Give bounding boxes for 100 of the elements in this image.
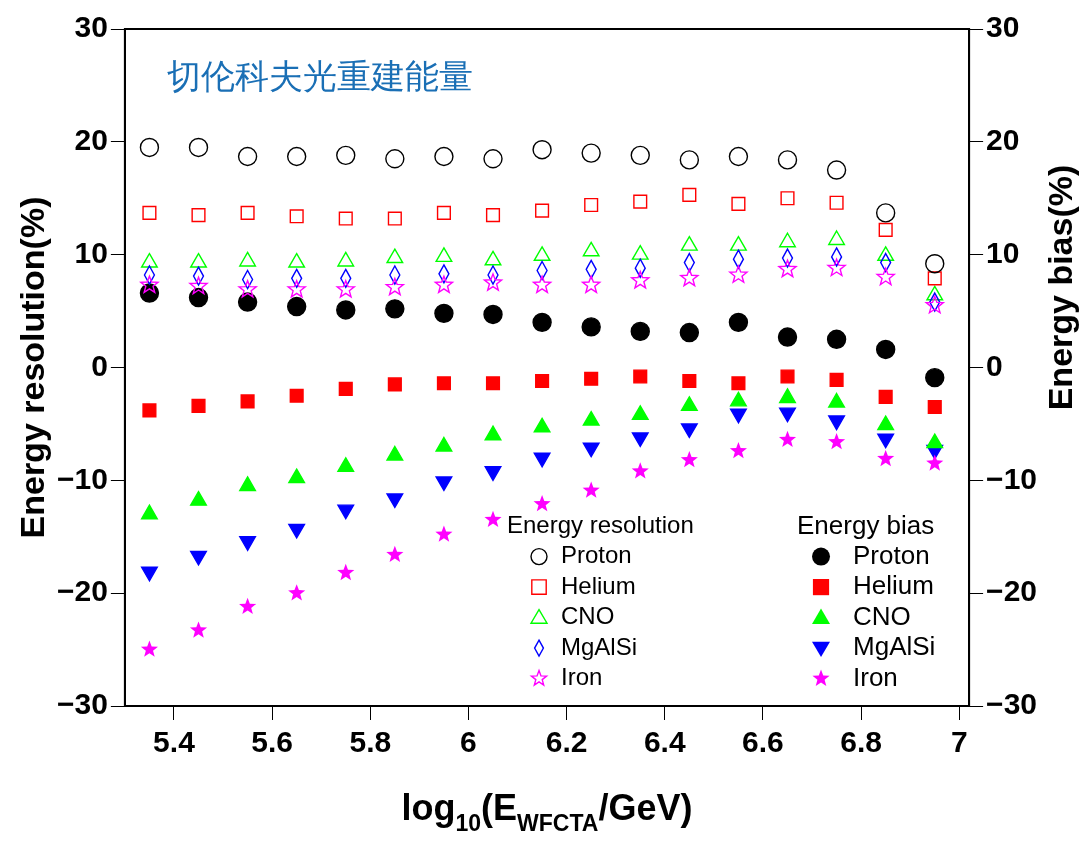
legend-label: Proton (561, 541, 632, 569)
point (238, 279, 257, 298)
point (828, 432, 846, 450)
y2-tick-label: −30 (986, 687, 1037, 721)
point (485, 376, 501, 391)
point (532, 275, 552, 294)
point (679, 150, 700, 170)
point (731, 376, 746, 391)
point (140, 640, 158, 657)
legend-label: Proton (853, 539, 930, 570)
point (385, 277, 405, 296)
point (827, 258, 846, 277)
point (239, 597, 257, 614)
point (387, 211, 402, 226)
point (533, 246, 551, 261)
point (239, 476, 257, 492)
point (435, 247, 453, 263)
y2-tick-label: 20 (986, 123, 1020, 157)
point (633, 194, 648, 209)
point (385, 299, 405, 319)
point (533, 495, 551, 512)
point (680, 396, 698, 412)
point (682, 373, 697, 389)
point (729, 442, 747, 459)
point (582, 241, 600, 257)
point (435, 436, 453, 452)
point (189, 621, 208, 638)
point (926, 285, 944, 301)
x-tick-label: 7 (950, 725, 968, 759)
y-tick-label: 10 (74, 235, 108, 269)
point (336, 300, 356, 320)
point (777, 327, 798, 347)
x-tick-label: 6 (460, 725, 477, 759)
point (386, 248, 404, 264)
point (878, 389, 893, 404)
point (925, 253, 945, 274)
point (239, 251, 257, 267)
legend-label: CNO (853, 600, 911, 631)
y2-tick-label: −20 (986, 574, 1037, 608)
point (286, 146, 307, 167)
point (336, 279, 356, 298)
point (189, 276, 208, 295)
point (286, 296, 307, 317)
x-tick-label: 5.8 (349, 725, 392, 759)
point (532, 312, 552, 333)
y-tick-label: 30 (74, 10, 108, 44)
point (387, 377, 402, 392)
point (633, 369, 648, 384)
point (434, 303, 454, 324)
point (484, 510, 502, 528)
point (875, 203, 896, 223)
point (780, 369, 795, 384)
point (631, 270, 650, 289)
point (386, 445, 404, 461)
point (142, 403, 157, 418)
point (336, 145, 356, 166)
point (386, 545, 404, 563)
point (925, 295, 945, 314)
point (190, 252, 208, 268)
point (337, 251, 355, 267)
point (680, 451, 698, 468)
point (581, 317, 601, 337)
point (779, 388, 796, 404)
point (826, 160, 847, 180)
point (630, 321, 650, 342)
point (434, 275, 454, 294)
point (728, 312, 749, 333)
point (385, 149, 405, 169)
point (729, 391, 747, 407)
point (436, 376, 451, 391)
point (631, 244, 649, 260)
point (877, 449, 895, 467)
point (289, 388, 304, 403)
point (581, 143, 601, 163)
point (191, 398, 206, 413)
point (875, 339, 896, 360)
legend-title: Energy resolution (507, 511, 694, 539)
legend-label: MgAlSi (561, 632, 638, 660)
point (729, 235, 747, 251)
y-tick-label: 0 (91, 348, 108, 382)
point (483, 304, 503, 325)
x-tick-label: 5.4 (153, 725, 196, 759)
text: 切伦科夫光重建能量 (166, 55, 473, 96)
legend-label: MgAlSi (853, 631, 936, 662)
legend-label: CNO (561, 602, 615, 630)
point (139, 137, 160, 158)
point (679, 322, 700, 343)
point (434, 146, 454, 167)
point (337, 563, 355, 581)
point (877, 246, 895, 261)
point (584, 371, 599, 386)
point (777, 150, 798, 170)
point (829, 195, 844, 210)
x-tick-label: 6.6 (742, 725, 784, 759)
point (237, 146, 258, 167)
annotation: Energy bias (797, 509, 935, 540)
point (878, 222, 893, 237)
point (483, 273, 503, 291)
point (535, 373, 550, 389)
point (485, 208, 501, 223)
